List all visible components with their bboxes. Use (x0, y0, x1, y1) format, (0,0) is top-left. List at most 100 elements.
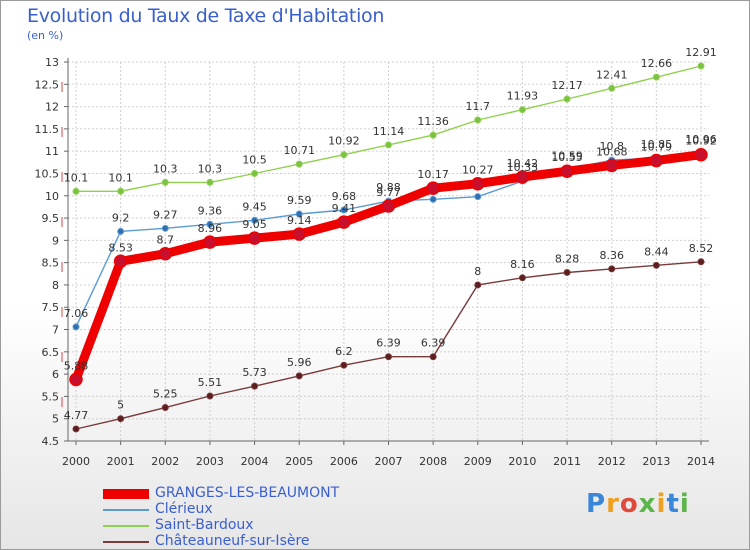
data-point (429, 353, 437, 361)
logo-letter: P (586, 489, 607, 519)
data-point (385, 141, 392, 149)
x-tick-label: 2009 (464, 455, 492, 468)
data-point (560, 164, 574, 178)
y-tick-label: 9.5 (42, 212, 60, 225)
data-point (652, 261, 660, 269)
data-label: 12.17 (551, 79, 583, 92)
data-point (251, 169, 259, 177)
data-label: 5.73 (242, 366, 267, 379)
x-tick-label: 2005 (285, 455, 313, 468)
legend-label: GRANGES-LES-BEAUMONT (155, 485, 340, 501)
data-point (474, 281, 482, 289)
y-tick-label: 9 (52, 234, 59, 247)
data-label: 9.27 (153, 208, 178, 221)
data-point (426, 181, 440, 195)
logo-letter: o (619, 489, 639, 519)
x-tick-label: 2001 (107, 455, 135, 468)
data-point (652, 73, 660, 81)
x-tick-label: 2003 (196, 455, 224, 468)
data-point (158, 246, 173, 261)
data-point (251, 216, 259, 224)
data-point (251, 382, 259, 390)
data-point (295, 210, 303, 218)
y-tick-label: 5.5 (42, 390, 60, 403)
y-tick-label: 7 (52, 324, 59, 337)
y-tick-label: 7.5 (42, 301, 60, 314)
legend-swatch (103, 509, 149, 511)
data-point (381, 199, 396, 213)
legend-swatch (103, 525, 149, 527)
x-tick-label: 2014 (687, 455, 715, 468)
data-label: 12.41 (596, 68, 628, 81)
data-label: 9.59 (287, 194, 312, 207)
x-tick-label: 2013 (642, 455, 670, 468)
data-point (72, 187, 80, 195)
data-label: 8.53 (108, 241, 133, 254)
data-label: 12.66 (641, 57, 673, 70)
data-label: 10.1 (64, 171, 89, 184)
legend-label: Saint-Bardoux (155, 517, 254, 533)
data-point (563, 268, 571, 276)
x-tick-label: 2010 (508, 455, 536, 468)
data-label: 10.42 (507, 157, 539, 170)
data-label: 8.96 (198, 222, 223, 235)
data-label: 8.44 (644, 245, 669, 258)
data-point (203, 235, 217, 249)
data-label: 9.14 (287, 214, 312, 227)
data-point (429, 195, 437, 203)
data-label: 10.92 (685, 135, 717, 148)
data-label: 10.3 (198, 162, 223, 175)
chart-title: Evolution du Taux de Taxe d'Habitation (27, 5, 385, 27)
data-point (161, 224, 169, 232)
proxiti-logo: Proxiti (586, 489, 690, 519)
data-label: 10.71 (283, 144, 315, 157)
data-point (340, 151, 348, 159)
data-label: 10.55 (551, 151, 583, 164)
data-point (608, 84, 616, 92)
data-label: 10.68 (596, 145, 628, 158)
data-point (515, 170, 530, 184)
x-tick-label: 2004 (241, 455, 269, 468)
y-tick-label: 11 (45, 145, 59, 158)
data-point (471, 176, 485, 191)
data-label: 9.05 (242, 218, 267, 231)
y-tick-label: 10 (45, 190, 59, 203)
data-point (206, 220, 214, 228)
data-label: 10.59 (551, 149, 583, 162)
data-point (604, 158, 619, 173)
data-point (113, 254, 128, 269)
data-point (340, 206, 348, 214)
y-tick-label: 12 (45, 101, 59, 114)
data-label: 9.77 (376, 186, 401, 199)
data-label: 11.14 (373, 125, 405, 138)
data-label: 9.36 (198, 204, 223, 217)
x-tick-label: 2012 (598, 455, 626, 468)
y-tick-label: 12.5 (35, 78, 60, 91)
data-label: 11.36 (417, 115, 449, 128)
y-tick-label: 8.5 (42, 257, 60, 270)
logo-letter: i (679, 489, 690, 519)
data-point (72, 323, 80, 331)
legend-swatch (103, 541, 149, 543)
data-label: 10.96 (685, 133, 717, 146)
y-tick-label: 11.5 (35, 123, 60, 136)
data-point (649, 153, 664, 168)
y-tick-label: 6 (52, 368, 59, 381)
data-point (340, 361, 348, 369)
data-label: 10.33 (507, 161, 539, 174)
data-point (247, 231, 262, 245)
data-point (117, 227, 125, 235)
data-point (697, 258, 705, 266)
y-tick-label: 10.5 (35, 167, 60, 180)
y-tick-label: 13 (45, 56, 59, 69)
logo-letter: i (656, 489, 667, 519)
data-label: 10.79 (641, 141, 673, 154)
data-label: 8.16 (510, 258, 535, 271)
x-tick-label: 2007 (375, 455, 403, 468)
x-tick-label: 2000 (62, 455, 90, 468)
data-point (295, 160, 303, 168)
y-tick-label: 5 (52, 413, 59, 426)
data-point (518, 106, 526, 114)
data-label: 8 (474, 265, 481, 278)
